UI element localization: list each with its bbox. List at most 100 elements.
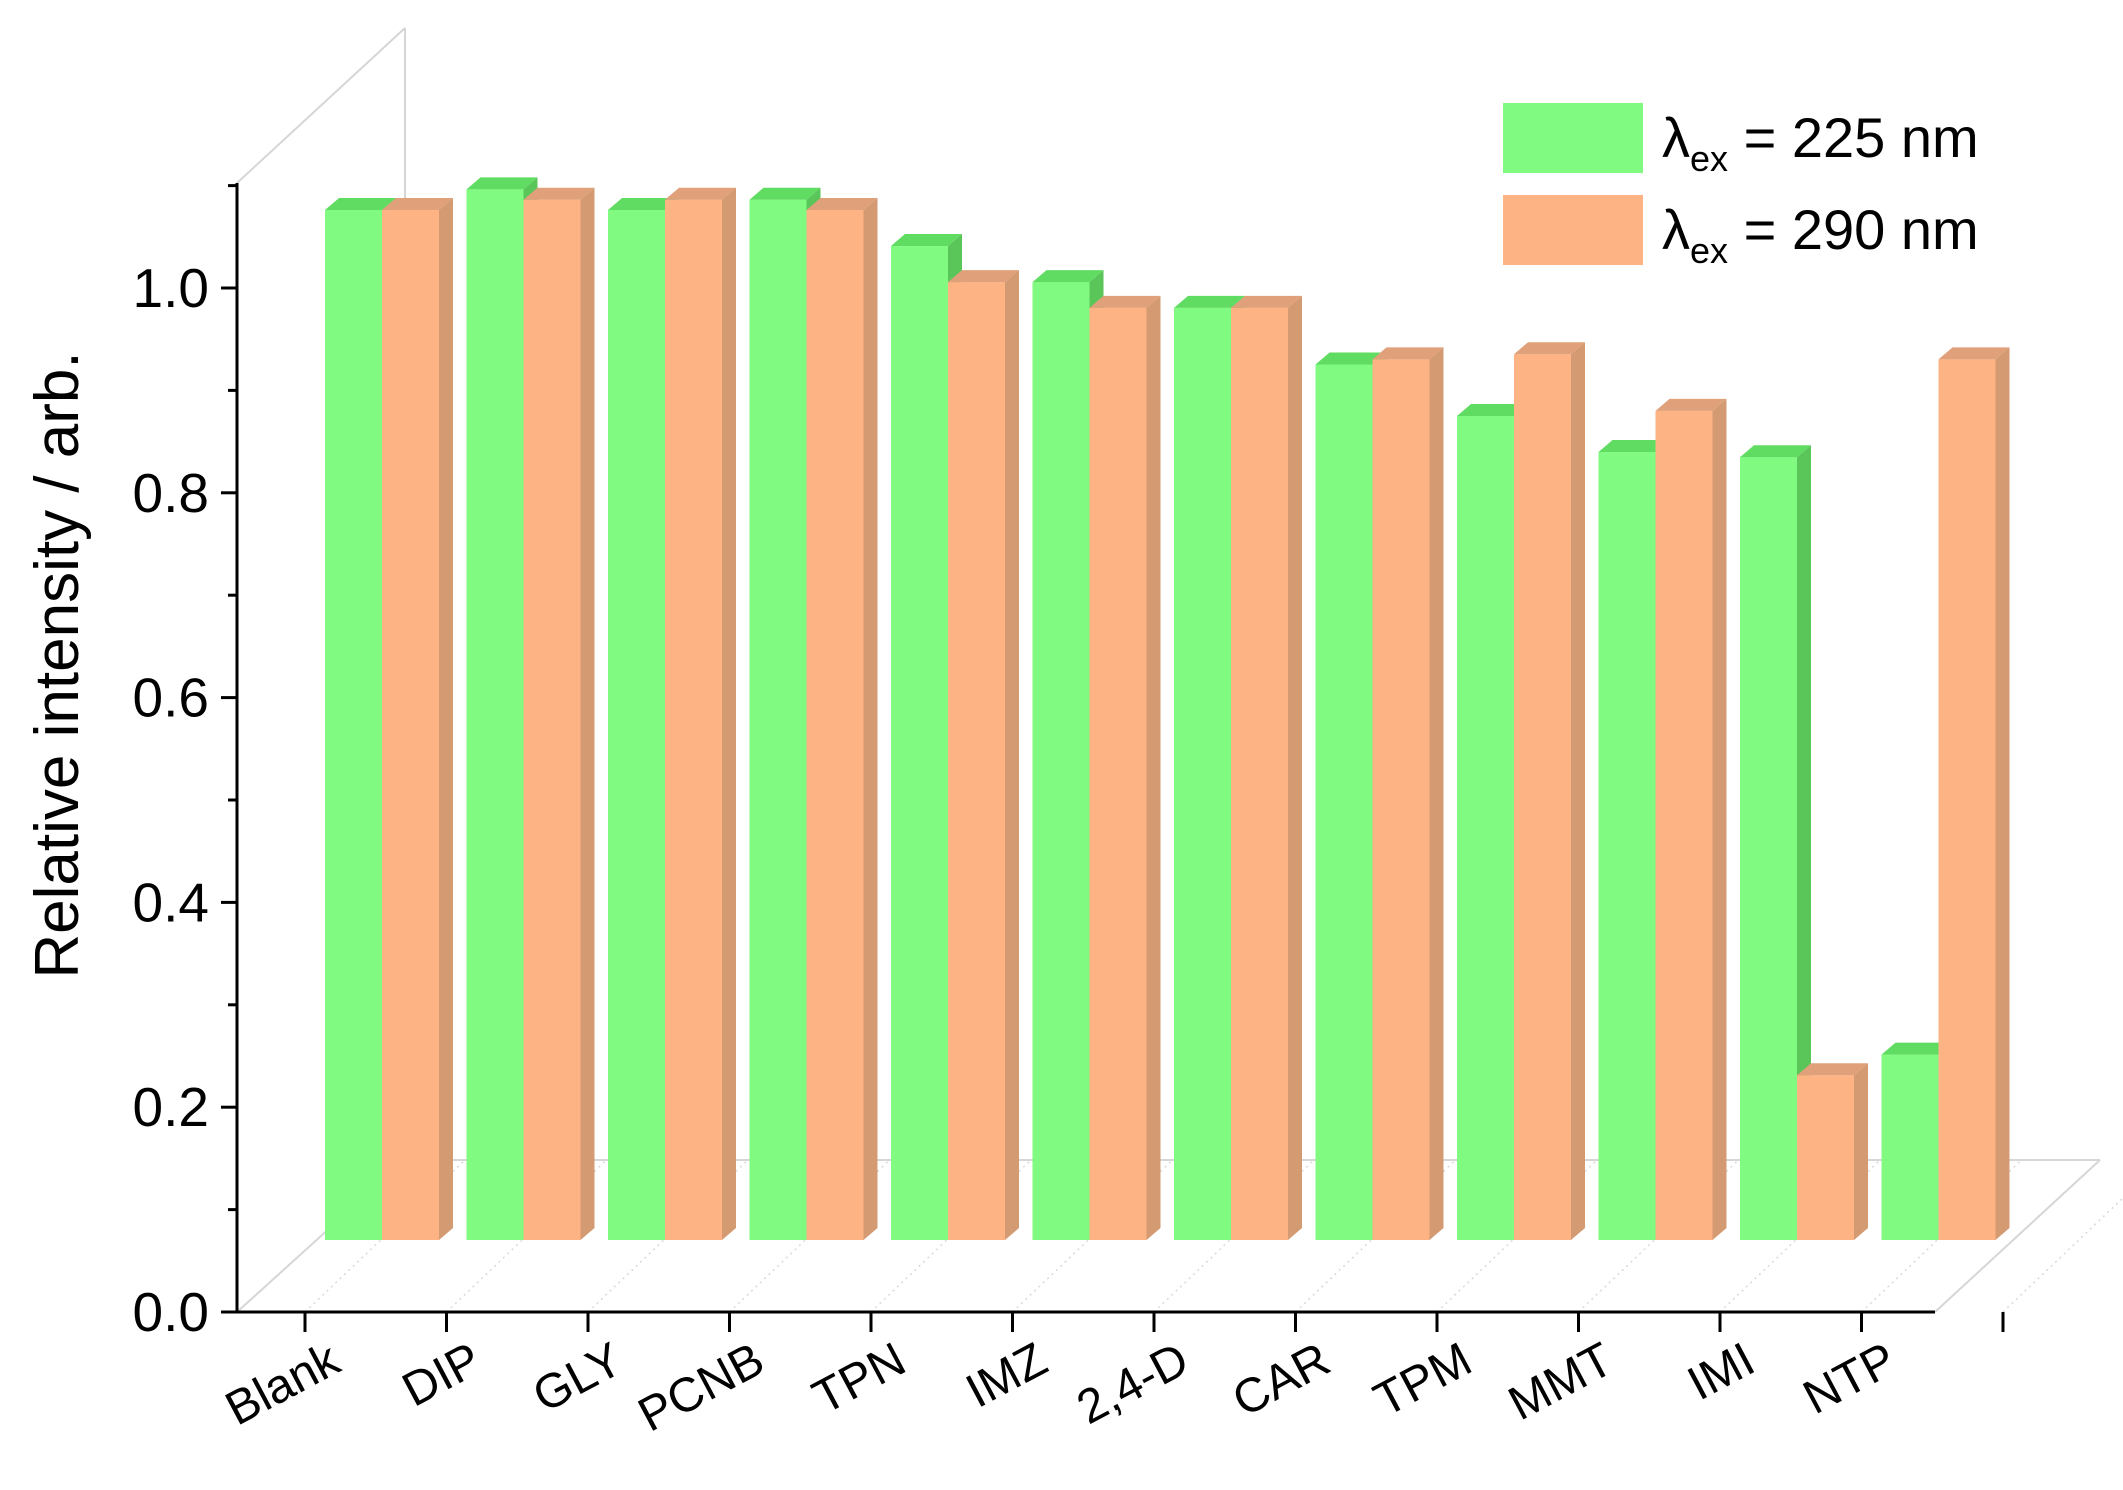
- bar-top: [1740, 445, 1811, 458]
- bar-top: [523, 187, 595, 200]
- bar-top: [948, 270, 1019, 283]
- bar-front: [1881, 1054, 1939, 1240]
- floor-gridline: [1294, 1159, 1457, 1313]
- bar-TPM-series-2: [1514, 342, 1585, 1240]
- bar-top: [1457, 404, 1528, 416]
- floor-gridline: [870, 1159, 1032, 1313]
- bar-GLY-series-2: [665, 187, 736, 1241]
- x-tick-label: GLY: [525, 1333, 632, 1423]
- bar-top: [1655, 398, 1727, 411]
- bar-front: [1174, 307, 1231, 1241]
- bar-top: [1881, 1042, 1953, 1055]
- bar-top: [1598, 440, 1670, 453]
- x-tick-label: 2,4-D: [1069, 1333, 1198, 1435]
- bar-Blank-series-2: [382, 198, 453, 1240]
- bar-side: [439, 198, 453, 1240]
- bar-side: [863, 198, 878, 1240]
- y-tick-label: 0.2: [133, 1076, 209, 1138]
- bar-front: [1315, 364, 1373, 1240]
- floor-gridline: [304, 1159, 466, 1313]
- bar-top: [1797, 1063, 1868, 1076]
- floor-gridline: [1153, 1159, 1315, 1313]
- bar-IMI-series-1: [1740, 445, 1811, 1240]
- legend-item-2: λex = 290 nm: [1503, 195, 1979, 271]
- floor-gridline: [1011, 1159, 1174, 1313]
- bar-side: [1712, 398, 1727, 1241]
- bar-front: [466, 189, 524, 1240]
- bar-front: [948, 282, 1005, 1241]
- x-tick-label: IMI: [1679, 1333, 1763, 1411]
- bar-top: [466, 177, 538, 190]
- floor-gridline: [587, 1159, 749, 1313]
- legend-swatch: [1503, 103, 1643, 173]
- bar-side: [1288, 295, 1302, 1241]
- bar-top: [1089, 295, 1161, 308]
- y-axis: 0.0 0.2 0.4 0.6 0.8 1.0: [133, 183, 239, 1343]
- bar-front: [1457, 416, 1514, 1240]
- bar-top: [806, 198, 878, 210]
- bar-front: [891, 246, 948, 1241]
- bar-DIP-series-2: [523, 187, 595, 1241]
- legend-label: λex = 225 nm: [1662, 106, 1979, 179]
- bar-TPN-series-2: [948, 270, 1019, 1241]
- bar-top: [1315, 352, 1387, 365]
- bar-front: [1372, 359, 1430, 1241]
- bar-top: [1938, 347, 2010, 360]
- x-tick-label: DIP: [394, 1333, 490, 1417]
- floor-gridline: [2002, 1196, 2123, 1313]
- bar-top: [608, 198, 679, 210]
- bar-front: [382, 210, 439, 1240]
- x-tick-label: PCNB: [630, 1333, 773, 1442]
- bar-top: [1032, 270, 1104, 283]
- legend-item-1: λex = 225 nm: [1503, 103, 1979, 179]
- bar-IMI-series-2: [1797, 1063, 1868, 1240]
- floor-right-edge: [1934, 1159, 2101, 1313]
- y-tick-label: 0.8: [133, 462, 209, 524]
- bar-front: [1598, 452, 1656, 1240]
- bars: [325, 177, 2010, 1241]
- bar-MMT-series-2: [1655, 398, 1727, 1241]
- bar-side: [1995, 347, 2010, 1241]
- y-axis-title: Relative intensity / arb.: [23, 351, 92, 978]
- bar-top: [665, 187, 736, 200]
- bar-side: [580, 187, 595, 1241]
- bar-front: [665, 199, 722, 1241]
- bar-side: [1797, 445, 1811, 1240]
- bar-front: [806, 210, 864, 1240]
- floor-gridline: [1719, 1159, 1881, 1313]
- bar-side: [1146, 295, 1161, 1241]
- floor-gridline: [1436, 1159, 1598, 1313]
- bar-side: [1005, 270, 1019, 1241]
- bar-front: [1655, 410, 1713, 1241]
- bar-top: [1231, 295, 1302, 308]
- bar-front: [608, 210, 665, 1240]
- bar-front: [523, 199, 581, 1241]
- bar-front: [1514, 354, 1571, 1240]
- bar-NTP-series-2: [1938, 347, 2010, 1241]
- x-tick-label: Blank: [217, 1332, 349, 1436]
- bar-side: [1571, 342, 1585, 1240]
- bar-front: [1032, 282, 1090, 1241]
- floor-gridline: [1577, 1159, 1740, 1313]
- bar-side: [1429, 347, 1444, 1241]
- bar-front: [1797, 1075, 1854, 1240]
- floor-gridline: [728, 1159, 891, 1313]
- bar-top: [1514, 342, 1585, 355]
- bar-top: [325, 198, 396, 210]
- bar-top: [1372, 347, 1444, 360]
- bar-IMZ-series-2: [1089, 295, 1161, 1241]
- x-tick-label: MMT: [1500, 1333, 1621, 1431]
- bar-front: [749, 199, 807, 1241]
- bar-top: [1174, 295, 1245, 308]
- bar-CAR-series-2: [1372, 347, 1444, 1241]
- legend-swatch: [1503, 195, 1643, 265]
- legend: λex = 225 nm λex = 290 nm: [1503, 103, 1979, 271]
- floor-gridline: [1860, 1159, 2023, 1313]
- bar-top: [891, 234, 962, 247]
- bar-front: [1231, 307, 1288, 1241]
- x-tick-label: TPM: [1366, 1333, 1480, 1427]
- x-tick-label: IMZ: [958, 1333, 1056, 1419]
- bar-top: [749, 187, 821, 200]
